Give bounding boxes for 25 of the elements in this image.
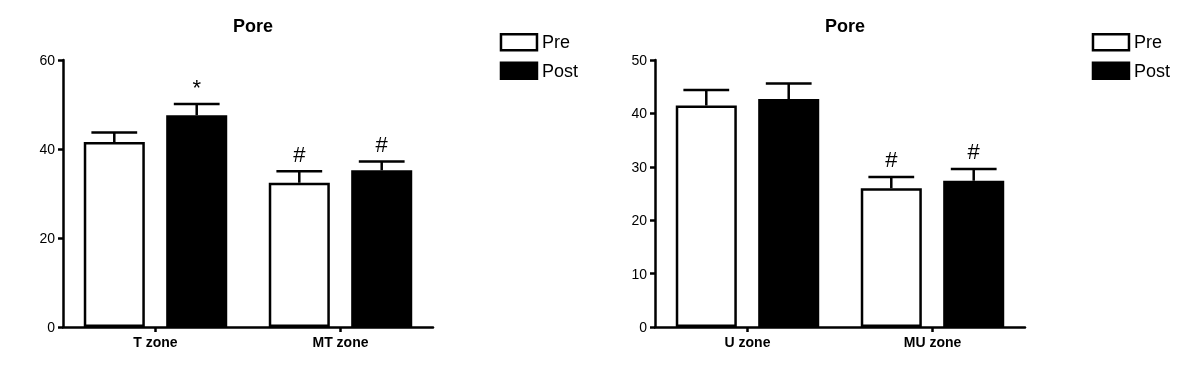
legend-label: Pre	[541, 32, 570, 53]
legend-label: Pre	[1133, 32, 1162, 53]
y-tick-label: 40	[39, 141, 56, 157]
x-tick-label: U zone	[724, 334, 771, 350]
data-label: *	[192, 74, 202, 100]
chart-title: Pore	[232, 16, 274, 36]
y-tick-label: 40	[631, 105, 648, 122]
y-tick-label: 0	[47, 319, 56, 335]
y-tick-label: 30	[631, 158, 648, 175]
x-tick-label: T zone	[133, 334, 178, 350]
y-tick-label: 10	[631, 265, 648, 282]
x-tick-label: MU zone	[903, 334, 962, 350]
x-tick-label: MT zone	[312, 334, 369, 350]
data-label: #	[967, 139, 981, 165]
y-tick-label: 50	[631, 52, 648, 68]
legend-label: Post	[541, 60, 579, 81]
data-label: #	[293, 141, 307, 167]
y-tick-label: 0	[639, 319, 648, 335]
chart-title: Pore	[824, 16, 866, 36]
y-tick-label: 60	[39, 52, 56, 68]
data-label: #	[375, 131, 389, 157]
legend-label: Post	[1133, 60, 1171, 81]
y-tick-label: 20	[631, 212, 648, 229]
y-tick-label: 20	[39, 230, 56, 246]
data-label: #	[885, 147, 899, 173]
